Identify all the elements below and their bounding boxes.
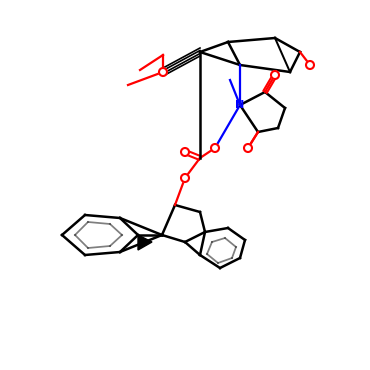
- Circle shape: [159, 68, 167, 76]
- Polygon shape: [138, 235, 152, 250]
- Circle shape: [181, 148, 189, 156]
- Circle shape: [244, 144, 252, 152]
- Text: N: N: [235, 100, 245, 110]
- Circle shape: [181, 174, 189, 182]
- Circle shape: [211, 144, 219, 152]
- Circle shape: [306, 61, 314, 69]
- Circle shape: [271, 71, 279, 79]
